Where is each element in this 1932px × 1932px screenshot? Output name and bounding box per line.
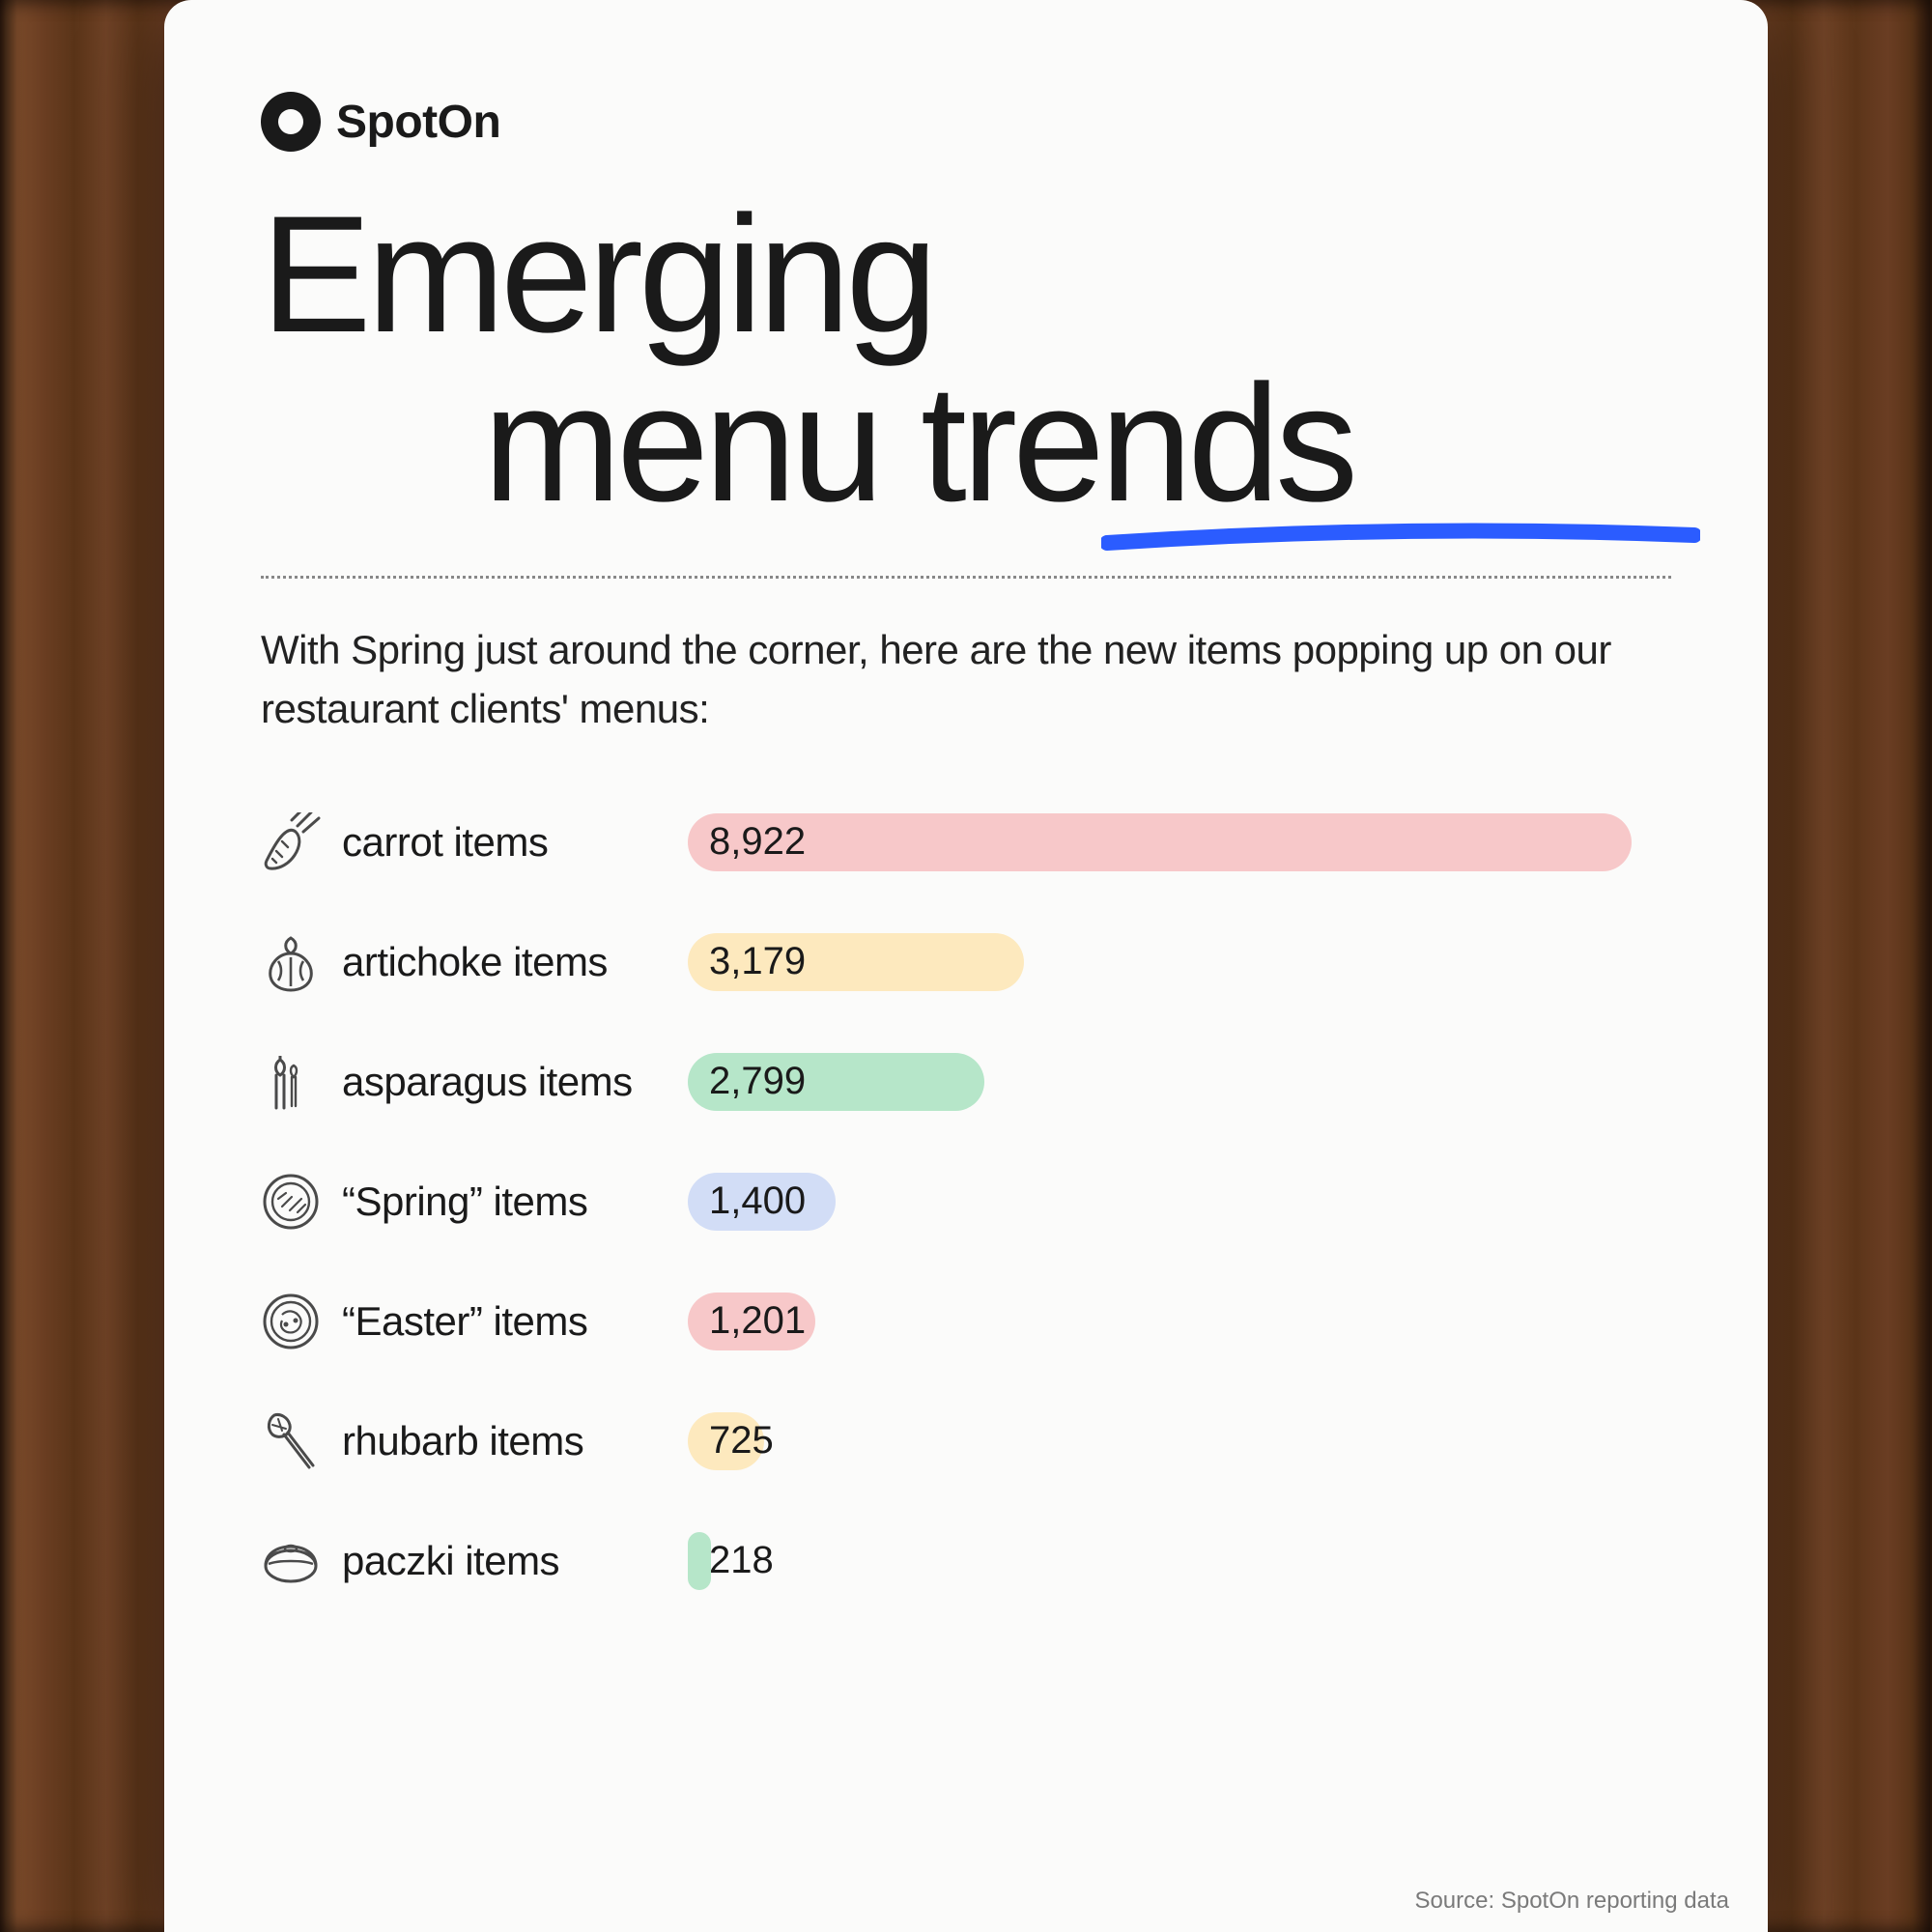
chart-bar-area: 2,799 [688,1053,1671,1111]
underline-swoosh-icon [1101,522,1700,554]
chart-row-label: carrot items [321,819,688,866]
source-attribution: Source: SpotOn reporting data [1414,1888,1729,1915]
chart-bar-area: 3,179 [688,933,1671,991]
chart-row-label: “Easter” items [321,1298,688,1345]
chart-bar-value: 2,799 [709,1053,806,1111]
brand-name: SpotOn [336,96,500,149]
plate-icon [261,1172,321,1232]
chart-row-label: rhubarb items [321,1418,688,1464]
chart-bar [688,1532,711,1590]
artichoke-icon [261,932,321,992]
intro-text: With Spring just around the corner, here… [261,621,1671,739]
chart-bar-value: 3,179 [709,933,806,991]
chart-row: asparagus items 2,799 [261,1048,1671,1116]
chart-row-label: asparagus items [321,1059,688,1105]
title-line-2: menu trends [261,359,1671,528]
chart-row: rhubarb items 725 [261,1407,1671,1475]
chart-bar-value: 218 [709,1532,774,1590]
chart-row: carrot items 8,922 [261,809,1671,876]
chart-bar-area: 8,922 [688,813,1671,871]
chart-row: artichoke items 3,179 [261,928,1671,996]
chart-bar-area: 1,400 [688,1173,1671,1231]
chart-bar-area: 725 [688,1412,1671,1470]
chart-row: “Easter” items 1,201 [261,1288,1671,1355]
chart-bar-value: 1,201 [709,1293,806,1350]
chart-row: “Spring” items 1,400 [261,1168,1671,1236]
chart-row-label: “Spring” items [321,1179,688,1225]
chart-bar-area: 1,201 [688,1293,1671,1350]
spoton-ring-icon [261,92,321,152]
title-line-1: Emerging [261,190,1671,359]
infographic-card: SpotOn Emerging menu trends With Spring … [164,0,1768,1932]
chart-bar-area: 218 [688,1532,1671,1590]
chart-row: paczki items 218 [261,1527,1671,1595]
bar-chart: carrot items 8,922 artichoke items 3,179 asp… [261,809,1671,1595]
asparagus-icon [261,1052,321,1112]
chart-row-label: artichoke items [321,939,688,985]
chart-bar-value: 8,922 [709,813,806,871]
chart-bar-value: 1,400 [709,1173,806,1231]
paczki-icon [261,1531,321,1591]
chart-row-label: paczki items [321,1538,688,1584]
brand-logo: SpotOn [261,92,1671,152]
salad-icon [261,1292,321,1351]
rhubarb-icon [261,1411,321,1471]
divider-dotted [261,576,1671,579]
title: Emerging menu trends [261,190,1671,529]
carrot-icon [261,812,321,872]
chart-bar-value: 725 [709,1412,774,1470]
chart-bar [688,813,1632,871]
title-line-2-text: menu trends [483,351,1353,536]
